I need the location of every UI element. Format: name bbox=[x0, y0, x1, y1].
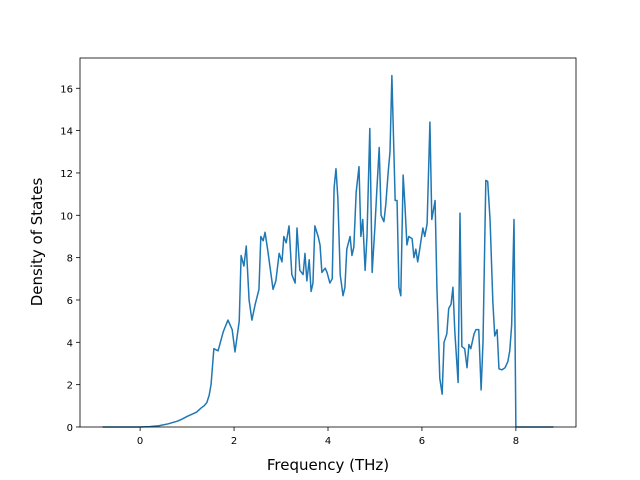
x-tick-label: 2 bbox=[231, 436, 237, 447]
y-tick-label: 6 bbox=[67, 296, 73, 307]
y-tick-label: 0 bbox=[67, 423, 73, 434]
y-tick-label: 10 bbox=[60, 211, 73, 222]
data-line bbox=[102, 74, 554, 428]
y-tick-label: 14 bbox=[60, 127, 73, 138]
y-tick-label: 8 bbox=[67, 254, 73, 265]
x-tick-label: 4 bbox=[325, 436, 331, 447]
y-axis-title: Density of States bbox=[28, 178, 46, 307]
y-tick-label: 4 bbox=[67, 338, 73, 349]
x-tick-label: 6 bbox=[419, 436, 425, 447]
y-tick-label: 12 bbox=[60, 169, 73, 180]
x-axis-title: Frequency (THz) bbox=[267, 456, 389, 474]
plot-frame bbox=[79, 57, 577, 428]
x-tick-label: 8 bbox=[513, 436, 519, 447]
y-tick-label: 16 bbox=[60, 84, 73, 95]
y-tick-label: 2 bbox=[67, 381, 73, 392]
x-tick-label: 0 bbox=[137, 436, 143, 447]
